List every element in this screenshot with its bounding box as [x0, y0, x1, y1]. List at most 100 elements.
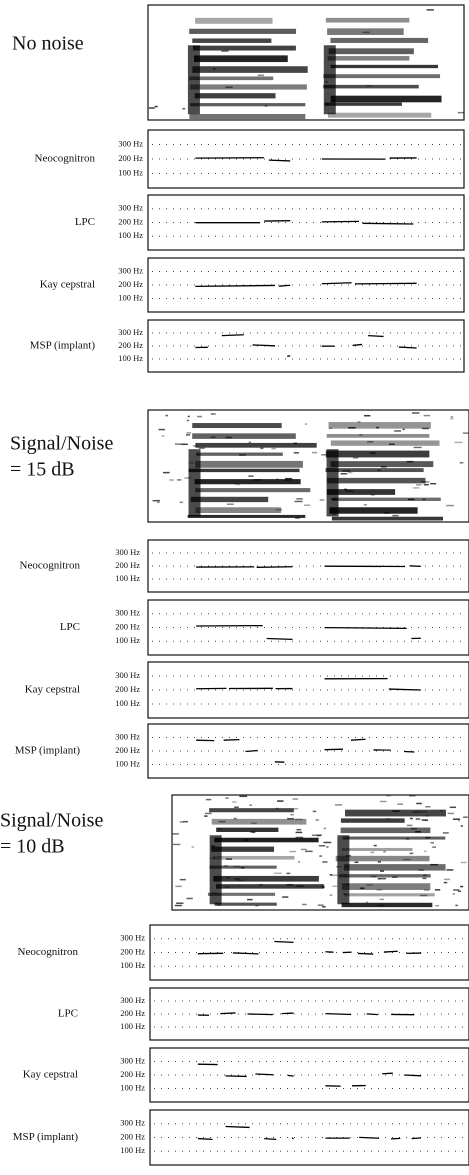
noise-speck — [180, 443, 188, 446]
noise-speck — [264, 105, 268, 107]
noise-speck — [284, 479, 291, 481]
noise-speck — [379, 800, 387, 803]
formant-band — [330, 95, 442, 103]
noise-speck — [460, 825, 463, 827]
noise-speck — [421, 481, 430, 483]
noise-speck — [402, 428, 405, 431]
noise-speck — [452, 818, 460, 820]
noise-speck — [275, 508, 283, 511]
noise-speck — [210, 413, 216, 415]
noise-speck — [340, 473, 348, 475]
formant-band — [195, 442, 317, 448]
noise-speck — [252, 831, 256, 834]
pitch-trace — [359, 1136, 379, 1139]
noise-speck — [286, 884, 294, 886]
pitch-trace — [382, 1072, 393, 1075]
pitch-trace — [264, 1137, 277, 1141]
noise-speck — [394, 430, 402, 432]
noise-speck — [366, 84, 372, 87]
noise-speck — [447, 812, 455, 815]
noise-speck — [174, 904, 182, 907]
noise-speck — [442, 832, 449, 834]
formant-band — [330, 37, 429, 43]
noise-speck — [239, 454, 246, 456]
voicing-bar — [209, 835, 222, 905]
pitch-trace — [225, 1125, 250, 1129]
noise-speck — [439, 809, 444, 812]
noise-speck — [223, 865, 229, 867]
formant-band — [327, 477, 426, 484]
noise-speck — [463, 816, 468, 818]
panel-label: LPC — [75, 216, 95, 228]
noise-speck — [392, 810, 400, 812]
noise-speck — [179, 501, 184, 504]
noise-speck — [298, 861, 301, 863]
noise-speck — [185, 434, 191, 436]
panel-label: MSP (implant) — [15, 745, 81, 757]
noise-speck — [165, 414, 168, 417]
formant-band — [327, 112, 432, 118]
noise-speck — [287, 817, 294, 820]
formant-band — [189, 113, 306, 120]
noise-speck — [240, 866, 245, 869]
noise-speck — [353, 456, 359, 459]
noise-speck — [460, 861, 467, 864]
tick-label: 300 Hz — [120, 995, 145, 1005]
noise-speck — [233, 817, 237, 820]
pitch-trace — [287, 1074, 294, 1077]
noise-speck — [388, 443, 395, 445]
noise-speck — [426, 9, 434, 11]
tick-label: 100 Hz — [115, 698, 140, 708]
noise-speck — [176, 902, 184, 904]
formant-band — [192, 433, 296, 439]
formant-band — [190, 496, 269, 503]
noise-speck — [286, 872, 291, 875]
formant-band — [328, 48, 414, 55]
noise-speck — [225, 86, 233, 88]
noise-speck — [237, 879, 245, 882]
noise-speck — [354, 861, 359, 864]
panel-label: Neocognitron — [35, 153, 96, 165]
pitch-panel: Kay cepstral 300 Hz 200 Hz 100 Hz — [23, 1047, 469, 1103]
noise-speck — [257, 74, 265, 77]
pitch-trace — [232, 952, 259, 955]
noise-speck — [460, 885, 464, 888]
formant-band — [342, 836, 446, 840]
noise-speck — [410, 827, 418, 830]
tick-label: 200 Hz — [118, 340, 143, 350]
tick-label: 100 Hz — [115, 758, 140, 768]
pitch-trace — [391, 1137, 401, 1140]
noise-speck — [415, 818, 421, 820]
voicing-bar — [187, 45, 200, 115]
pitch-trace — [355, 282, 417, 285]
noise-speck — [218, 820, 226, 823]
noise-speck — [412, 811, 420, 813]
pitch-trace — [195, 284, 276, 288]
pitch-trace — [266, 637, 293, 641]
formant-band — [212, 855, 295, 860]
tick-label: 200 Hz — [120, 1008, 145, 1018]
noise-speck — [322, 861, 328, 863]
pitch-panel: LPC 300 Hz 200 Hz 100 Hz — [60, 599, 469, 656]
noise-speck — [321, 454, 327, 456]
noise-speck — [344, 488, 347, 491]
formant-band — [330, 64, 438, 69]
formant-band — [207, 892, 276, 896]
noise-speck — [365, 901, 369, 904]
noise-speck — [318, 845, 326, 847]
pitch-panel: Neocognitron 300 Hz 200 Hz 100 Hz — [35, 129, 465, 189]
formant-band — [330, 440, 440, 446]
pitch-trace — [252, 344, 276, 347]
pitch-panel: Kay cepstral 300 Hz 200 Hz 100 Hz — [40, 257, 465, 313]
noise-speck — [248, 441, 252, 444]
formant-band — [324, 102, 402, 106]
noise-speck — [342, 470, 351, 472]
noise-speck — [224, 886, 230, 888]
noise-speck — [435, 904, 440, 907]
noise-speck — [304, 423, 308, 425]
noise-speck — [452, 893, 455, 895]
noise-speck — [455, 904, 458, 907]
pitch-trace — [268, 159, 291, 162]
noise-speck — [443, 881, 448, 884]
tick-label: 200 Hz — [120, 1069, 145, 1079]
